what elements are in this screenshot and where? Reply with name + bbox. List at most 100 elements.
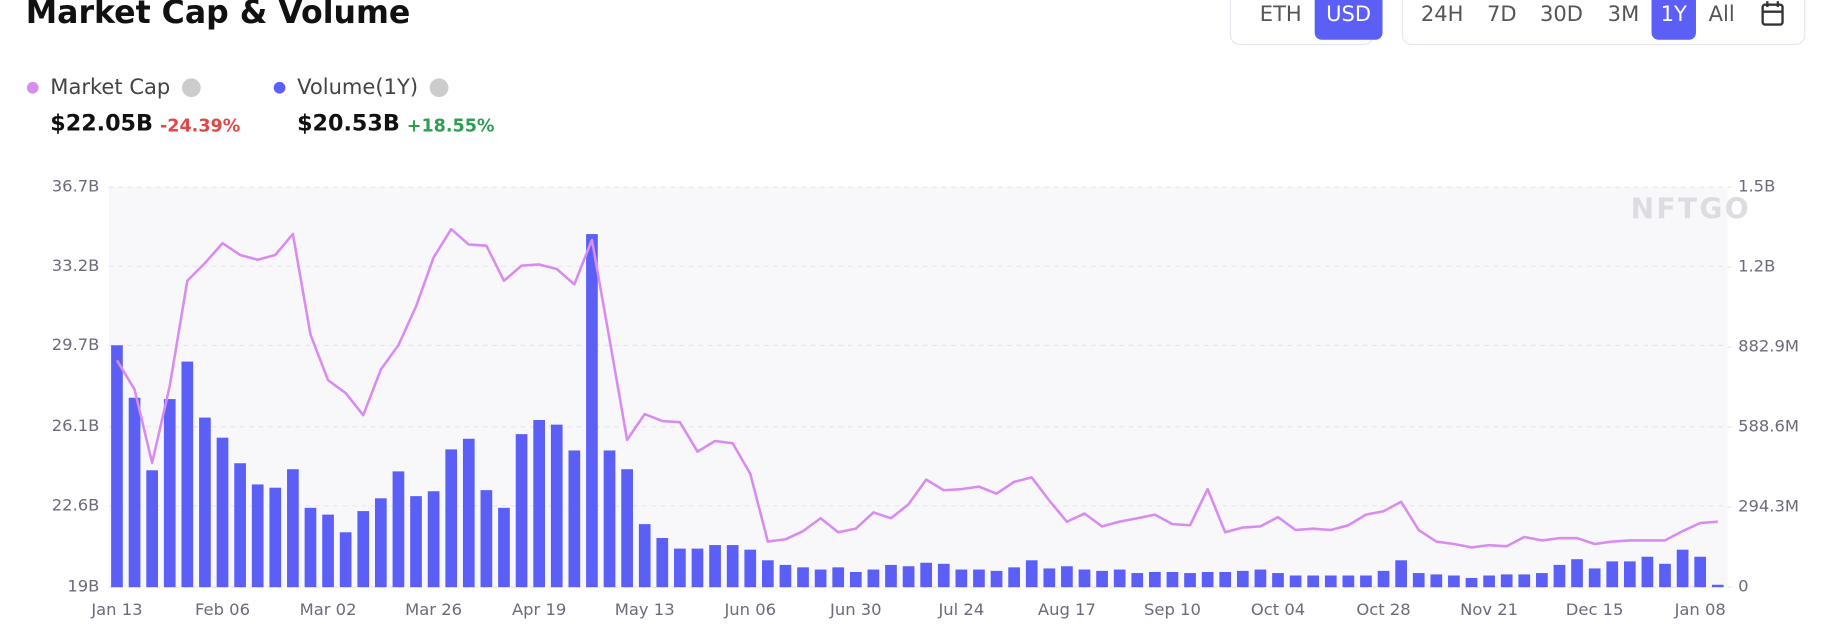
bar	[216, 437, 229, 588]
bar	[1131, 573, 1144, 588]
currency-button[interactable]: ETH	[1260, 1, 1302, 26]
bar	[674, 548, 686, 588]
line	[115, 227, 1718, 549]
bar	[1324, 575, 1337, 588]
x-tick-label: Mar 26	[405, 600, 462, 619]
bar	[1465, 577, 1478, 588]
x-tick-label: Oct 04	[1251, 600, 1305, 619]
bar	[779, 564, 792, 588]
toggle-selected	[1651, 0, 1696, 40]
bar	[621, 469, 633, 588]
bar	[533, 420, 546, 588]
bar	[304, 507, 317, 588]
bar	[1184, 573, 1196, 588]
x-tick-label: Oct 28	[1356, 600, 1410, 619]
y-tick-label: 26.1B	[52, 416, 100, 435]
x-tick-label: Jun 06	[723, 600, 776, 619]
chart-title: Market Cap & Volume	[26, 0, 411, 31]
bar	[392, 471, 405, 588]
currency-button[interactable]: USD	[1326, 1, 1371, 26]
bar	[955, 569, 968, 588]
bar	[867, 569, 880, 588]
range-button[interactable]: All	[1709, 1, 1735, 26]
y2-tick-label: 0	[1738, 577, 1748, 596]
y-tick-label: 36.7B	[52, 177, 100, 196]
y2-tick-label: 882.9M	[1738, 337, 1799, 356]
x-tick-label: Apr 19	[512, 600, 566, 619]
bar	[849, 571, 862, 588]
bar	[814, 569, 827, 588]
summary-change: -24.39%	[160, 116, 241, 136]
bar	[445, 449, 458, 588]
bar	[1412, 573, 1425, 588]
range-button[interactable]: 30D	[1540, 1, 1583, 26]
bar	[691, 548, 704, 588]
y2-tick-label: 1.5B	[1738, 177, 1775, 196]
x-tick-label: Jan 08	[1674, 600, 1726, 619]
bar	[1588, 568, 1601, 588]
bar	[462, 438, 475, 588]
x-tick-label: May 13	[615, 600, 675, 619]
bar	[146, 470, 158, 588]
range-button[interactable]: 1Y	[1661, 1, 1687, 26]
calendar-icon[interactable]	[1761, 1, 1784, 26]
info-icon[interactable]	[181, 78, 201, 98]
bar	[973, 569, 985, 588]
bar	[1448, 575, 1460, 588]
x-tick-label: Nov 21	[1460, 600, 1518, 619]
bar	[1676, 549, 1689, 588]
summary-value: $20.53B	[297, 111, 400, 137]
summary-value: $22.05B	[50, 111, 153, 137]
bar	[427, 491, 440, 588]
bar	[1659, 563, 1671, 588]
plot-area	[108, 187, 1728, 588]
bar	[761, 560, 774, 588]
bar	[726, 545, 739, 588]
bar	[322, 514, 334, 588]
bar	[1430, 574, 1443, 588]
range-button[interactable]: 7D	[1487, 1, 1517, 26]
bar	[656, 537, 669, 588]
range-button[interactable]: 24H	[1421, 1, 1464, 26]
bar	[885, 564, 897, 588]
bar	[163, 399, 176, 588]
bar	[1342, 575, 1355, 588]
bar	[1307, 575, 1320, 588]
bar	[1289, 575, 1302, 588]
bar	[1623, 561, 1636, 588]
bar	[339, 532, 352, 588]
bar	[181, 361, 194, 588]
bar	[1500, 574, 1513, 588]
watermark: NFTGO	[1631, 193, 1751, 226]
bar	[1571, 559, 1583, 588]
bar	[287, 469, 299, 588]
bar	[1641, 556, 1654, 588]
bar	[586, 234, 598, 588]
bar	[797, 567, 809, 588]
bar	[128, 397, 141, 588]
y-tick-label: 33.2B	[52, 256, 100, 275]
info-icon[interactable]	[429, 78, 449, 98]
y2-tick-label: 294.3M	[1738, 497, 1799, 516]
bar	[498, 507, 510, 588]
range-button[interactable]: 3M	[1608, 1, 1640, 26]
bar	[199, 417, 211, 588]
legend-label: Market Cap	[50, 74, 170, 99]
bar	[1483, 575, 1495, 588]
x-tick-label: Jun 30	[829, 600, 882, 619]
legend-label: Volume(1Y)	[297, 74, 418, 99]
summary-change: +18.55%	[407, 116, 495, 136]
bar	[1113, 569, 1126, 588]
bar	[269, 487, 282, 588]
bar	[638, 524, 651, 588]
x-tick-label: Aug 17	[1038, 600, 1096, 619]
bar	[410, 496, 422, 588]
bar	[709, 545, 721, 588]
range-toggle	[1401, 0, 1806, 46]
bar	[251, 484, 264, 588]
bar	[1096, 570, 1108, 588]
bar	[1694, 556, 1707, 588]
x-tick-label: Dec 15	[1566, 600, 1624, 619]
